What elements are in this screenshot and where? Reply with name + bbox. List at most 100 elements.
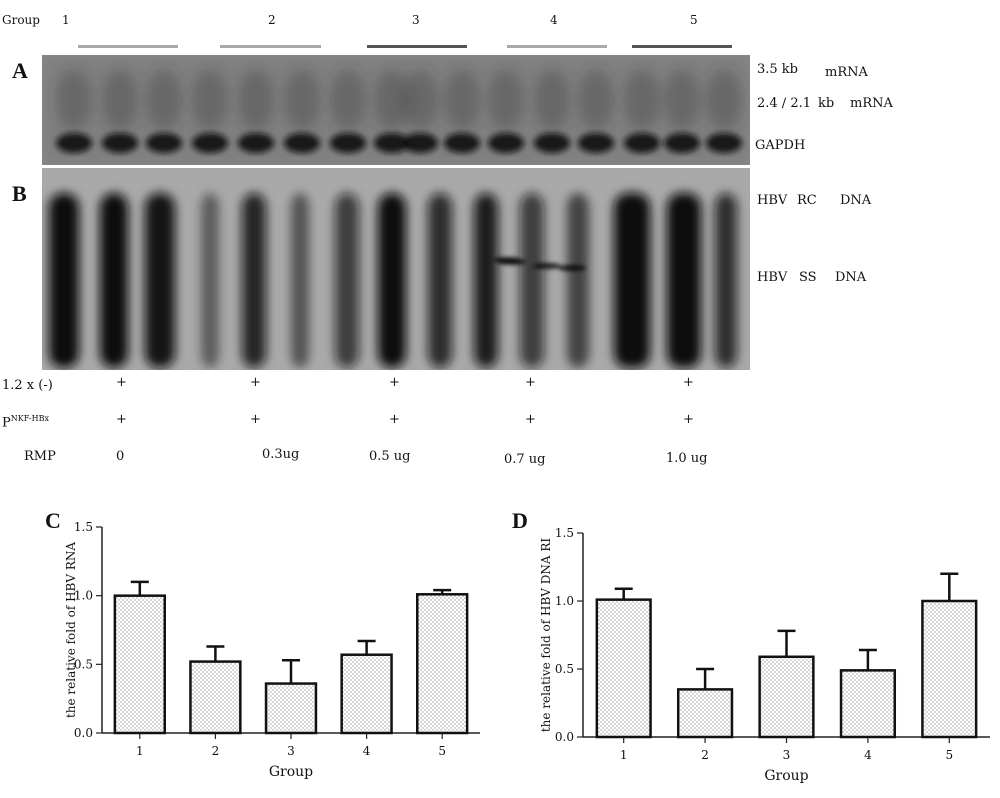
bar-chart-c: 0.0 0.5 1.0 1.5 1 2 3 4 5 Group the relative fold … xyxy=(64,520,480,780)
blot-a-gapdh-band-12 xyxy=(534,133,570,153)
rmp-value-g1: 0 xyxy=(116,449,125,464)
bar-group-4 xyxy=(839,669,897,739)
row-plasmid-label: PNKF-HBx xyxy=(2,414,49,431)
bar-chart-d: 0.0 0.5 1.0 1.5 1 2 3 4 5 Group the relative fold … xyxy=(539,526,990,784)
y-axis-title: the relative fold of HBV RNA xyxy=(64,542,78,718)
blot-b-smear-1 xyxy=(49,193,79,368)
group-number-1: 1 xyxy=(62,13,70,27)
blot-a-smear-4 xyxy=(192,70,228,130)
plus-row2-g3: + xyxy=(389,412,400,427)
y-tick-label: 1.5 xyxy=(555,526,574,540)
blot-b-smear-14 xyxy=(667,193,701,368)
rmp-value-g4: 0.7 ug xyxy=(504,452,546,467)
bar-group-4 xyxy=(340,653,393,735)
blot-b-smear-6 xyxy=(291,193,309,368)
blot-a-gapdh-band-10 xyxy=(444,133,480,153)
blot-a-smear-6 xyxy=(284,70,320,130)
plus-row1-g2: + xyxy=(250,375,261,390)
y-tick-label: 1.5 xyxy=(74,520,93,534)
rmp-value-g3: 0.5 ug xyxy=(369,449,411,464)
blot-b-smear-8 xyxy=(378,193,406,368)
plasmid-main: P xyxy=(2,415,11,431)
panel-c-letter: C xyxy=(45,508,61,533)
blot-a-gapdh-band-1 xyxy=(56,133,92,153)
x-tick-label: 2 xyxy=(212,744,220,758)
row-rmp-label: RMP xyxy=(24,449,56,464)
blot-a-gapdh-band-8 xyxy=(374,133,410,153)
blot-b-ss-band-2 xyxy=(533,263,561,269)
blot-a-smear-14 xyxy=(624,70,660,130)
rna-2-4kb-label: 2.4 / 2.1 xyxy=(757,96,811,111)
y-tick-label: 0.0 xyxy=(74,726,93,740)
bar-group-3 xyxy=(264,682,318,735)
hbv-rc-hbv: HBV xyxy=(757,193,788,208)
rna-3-5kb-label: 3.5 kb xyxy=(757,62,799,77)
group-bar-2 xyxy=(220,45,321,48)
rna-2-4kb-kb: kb xyxy=(818,96,835,111)
blot-a-smear-9 xyxy=(402,70,438,130)
blot-a-gapdh-band-13 xyxy=(578,133,614,153)
y-tick-label: 1.0 xyxy=(74,589,93,603)
blot-a-smear-10 xyxy=(444,70,480,130)
blot-a-smear-12 xyxy=(534,70,570,130)
hbv-rc-dna: DNA xyxy=(840,193,872,208)
plasmid-superscript: NKF-HBx xyxy=(10,414,49,423)
x-tick-label: 2 xyxy=(701,748,709,762)
blot-a-smear-5 xyxy=(238,70,274,130)
x-tick-label: 5 xyxy=(945,748,953,762)
group-number-5: 5 xyxy=(690,13,698,27)
blot-a-gapdh-band-5 xyxy=(238,133,274,153)
rmp-value-g5: 1.0 ug xyxy=(666,451,708,466)
plus-row1-g4: + xyxy=(525,375,536,390)
hbv-ss-type: SS xyxy=(799,270,817,285)
blot-b-smear-7 xyxy=(335,193,359,368)
row-1-2x-label: 1.2 x (-) xyxy=(2,378,53,393)
hbv-rc-type: RC xyxy=(797,193,817,208)
x-tick-label: 1 xyxy=(620,748,628,762)
blot-a-gapdh-band-11 xyxy=(488,133,524,153)
blot-a-gapdh-band-14 xyxy=(624,133,660,153)
blot-b-smear-13 xyxy=(614,193,650,368)
plus-row2-g2: + xyxy=(250,412,261,427)
bar-group-2 xyxy=(189,660,242,735)
group-bar-4 xyxy=(507,45,607,48)
blot-b-smear-15 xyxy=(715,193,737,368)
blot-a-smear-11 xyxy=(488,70,524,130)
blot-b-smear-2 xyxy=(100,193,128,368)
rna-3-5kb-unit: mRNA xyxy=(825,65,868,80)
bar-group-1 xyxy=(595,598,652,739)
group-number-3: 3 xyxy=(412,13,420,27)
y-tick-label: 0.5 xyxy=(74,657,93,671)
plus-row2-g1: + xyxy=(116,412,127,427)
bar-group-3 xyxy=(758,655,815,739)
gapdh-label: GAPDH xyxy=(755,138,806,153)
blot-a-smear-8 xyxy=(374,70,410,130)
x-tick-label: 1 xyxy=(136,744,144,758)
y-axis-title: the relative fold of HBV DNA RI xyxy=(539,538,553,733)
plus-row1-g3: + xyxy=(389,375,400,390)
x-tick-label: 4 xyxy=(864,748,872,762)
blot-b-smear-10 xyxy=(474,193,498,368)
hbv-ss-dna: DNA xyxy=(835,270,867,285)
blot-b-smear-4 xyxy=(201,193,219,368)
x-axis-title: Group xyxy=(764,768,808,784)
group-number-2: 2 xyxy=(268,13,276,27)
y-tick-label: 1.0 xyxy=(555,594,574,608)
hbv-ss-hbv: HBV xyxy=(757,270,788,285)
blot-b-ss-band-3 xyxy=(558,265,586,271)
blot-a-smear-15 xyxy=(664,70,700,130)
blot-b-smear-12 xyxy=(567,193,589,368)
x-tick-label: 4 xyxy=(363,744,371,758)
southern-blot-image xyxy=(42,168,750,370)
northern-blot-image xyxy=(42,55,750,165)
blot-a-gapdh-band-4 xyxy=(192,133,228,153)
blot-a-gapdh-band-2 xyxy=(102,133,138,153)
group-number-4: 4 xyxy=(550,13,558,27)
blot-b-smear-9 xyxy=(428,193,452,368)
bar-group-2 xyxy=(676,688,734,739)
x-tick-label: 5 xyxy=(438,744,446,758)
blot-a-gapdh-band-6 xyxy=(284,133,320,153)
rmp-value-g2: 0.3ug xyxy=(262,447,300,462)
panel-d-letter: D xyxy=(512,508,528,533)
x-axis-title: Group xyxy=(269,764,313,780)
